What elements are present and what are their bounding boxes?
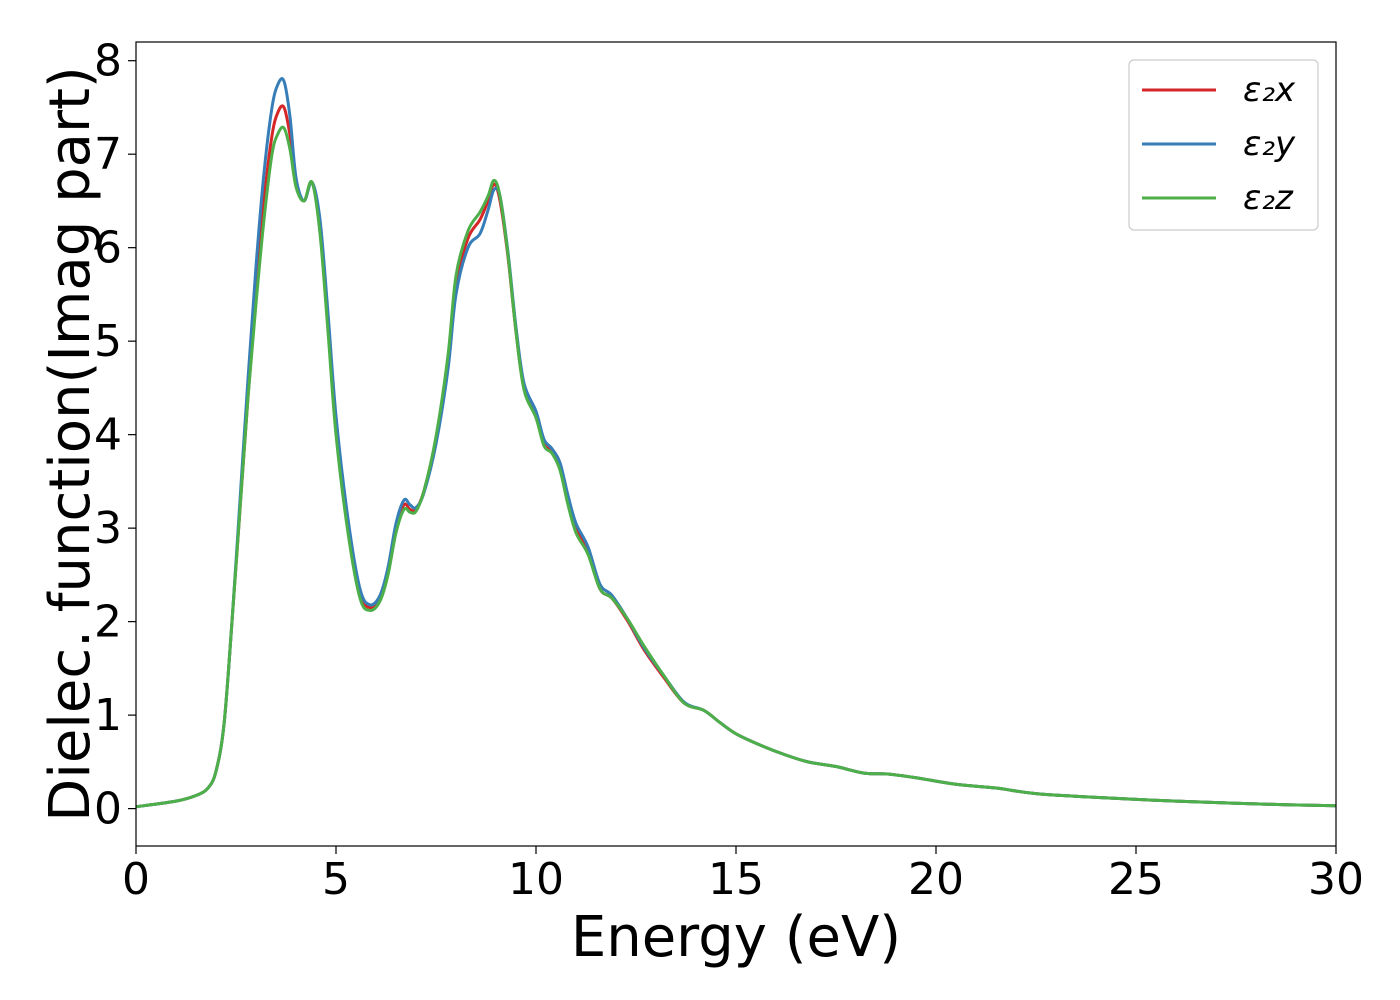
- legend: ε₂x ε₂y ε₂z: [1128, 59, 1319, 231]
- legend-label: ε₂x: [1243, 70, 1296, 110]
- x-tick-label: 10: [508, 854, 564, 905]
- y-tick-label: 3: [94, 503, 122, 554]
- y-axis-label: Dielec. function(Imag part): [38, 66, 103, 822]
- legend-label: ε₂y: [1243, 124, 1296, 164]
- legend-box: [1128, 59, 1319, 231]
- y-tick-label: 1: [94, 690, 122, 741]
- x-tick-label: 0: [122, 854, 150, 905]
- x-axis-label: Energy (eV): [571, 905, 901, 970]
- x-axis: 0 5 10 15 20 25 30: [122, 846, 1364, 905]
- y-tick-label: 7: [94, 129, 122, 180]
- x-tick-label: 30: [1308, 854, 1364, 905]
- series-layer: [136, 77, 1336, 809]
- y-axis: 0 1 2 3 4 5 6 7 8: [94, 36, 136, 835]
- y-tick-label: 5: [94, 316, 122, 367]
- x-tick-label: 15: [708, 854, 764, 905]
- series-line-3: [136, 125, 1336, 809]
- y-tick-label: 4: [94, 410, 122, 461]
- x-tick-label: 20: [908, 854, 964, 905]
- y-tick-label: 8: [94, 36, 122, 87]
- legend-label: ε₂z: [1243, 178, 1294, 218]
- x-tick-label: 25: [1108, 854, 1164, 905]
- y-tick-label: 2: [94, 597, 122, 648]
- x-tick-label: 5: [322, 854, 350, 905]
- y-tick-label: 6: [94, 223, 122, 274]
- y-tick-label: 0: [94, 784, 122, 835]
